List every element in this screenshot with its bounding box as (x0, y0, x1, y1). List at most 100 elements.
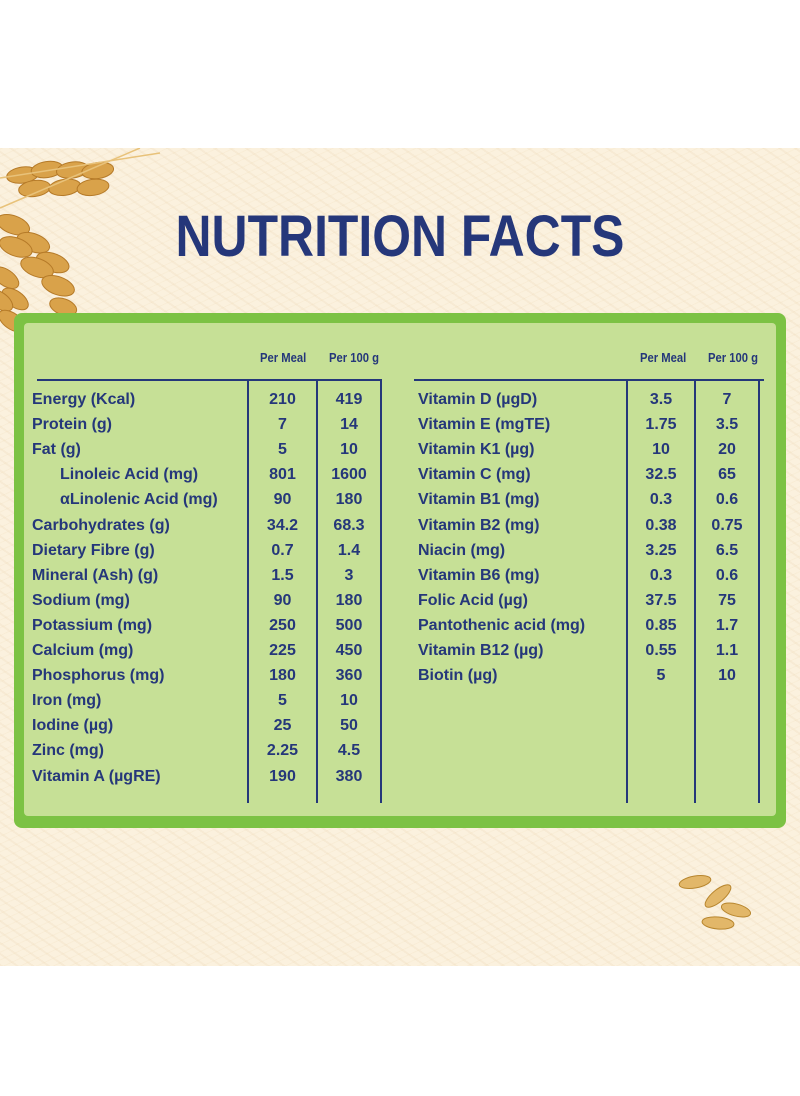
table-row: Vitamin C (mg) 32.5 65 (24, 466, 776, 491)
per-meal-value: 3.25 (645, 541, 677, 559)
table-row: Vitamin E (mgTE) 1.75 3.5 (24, 416, 776, 441)
per-meal-value: 0.55 (645, 642, 677, 659)
table-row: Carbohydrates (g) 34.2 68.3 (24, 517, 776, 542)
per-100g-value: 0.6 (715, 566, 739, 584)
grain-seeds-icon (678, 874, 752, 930)
nutrient-label: Zinc (mg) (32, 742, 104, 760)
per-meal-value: 5 (278, 692, 287, 710)
table-row: Pantothenic acid (mg) 0.85 1.7 (24, 617, 776, 642)
table-row: Niacin (mg) 3.25 6.5 (24, 542, 776, 567)
per-100g-value: 1.7 (715, 616, 739, 634)
per-100g-value: 1.4 (337, 541, 361, 559)
table-row: Calcium (mg) 225 450 (24, 642, 776, 667)
nutrient-label: αLinolenic Acid (mg) (60, 491, 218, 509)
left-header-per-100g: Per 100 g (329, 351, 380, 365)
table-row: Vitamin D (µgD) 3.5 7 (24, 391, 776, 416)
per-100g-value: 3.5 (715, 416, 739, 434)
nutrient-label: Vitamin B2 (mg) (418, 516, 540, 534)
right-divider-3 (758, 379, 760, 803)
table-row: Sodium (mg) 90 180 (24, 592, 776, 617)
per-meal-value: 2.25 (266, 742, 299, 760)
nutrient-label: Niacin (mg) (418, 541, 506, 559)
table-row: Vitamin K1 (µg) 10 20 (24, 441, 776, 466)
nutrient-label: Vitamin C (mg) (418, 466, 531, 484)
table-row: Energy (Kcal) 210 419 (24, 391, 776, 416)
per-meal-value: 0.38 (645, 516, 677, 534)
per-100g-value: 14 (340, 416, 358, 434)
nutrient-label: Sodium (mg) (32, 591, 130, 609)
per-100g-value: 1600 (331, 466, 367, 484)
per-100g-value: 7 (722, 391, 732, 408)
per-meal-value: 190 (269, 767, 296, 785)
per-meal-value: 90 (273, 491, 292, 509)
per-100g-value: 75 (718, 591, 736, 609)
per-meal-value: 1.75 (645, 416, 677, 434)
page-title: NUTRITION FACTS (175, 204, 625, 269)
nutrient-label: Iodine (µg) (32, 717, 114, 735)
per-meal-value: 250 (269, 616, 296, 634)
nutrient-label: Fat (g) (32, 441, 81, 459)
table-row: Phosphorus (mg) 180 360 (24, 667, 776, 692)
per-meal-value: 5 (278, 441, 287, 459)
per-100g-value: 360 (335, 667, 363, 685)
wheat-ears-icon (0, 148, 161, 333)
per-meal-value: 90 (273, 591, 292, 609)
table-row: Linoleic Acid (mg) 801 1600 (24, 466, 776, 491)
nutrient-label: Folic Acid (µg) (418, 591, 528, 609)
per-100g-value: 6.5 (715, 541, 739, 559)
table-row: Mineral (Ash) (g) 1.5 3 (24, 567, 776, 592)
nutrient-label: Biotin (µg) (418, 667, 498, 685)
right-header-per-100g: Per 100 g (708, 351, 759, 365)
per-meal-value: 7 (278, 416, 287, 434)
table-row: Vitamin B6 (mg) 0.3 0.6 (24, 567, 776, 592)
nutrient-label: Vitamin E (mgTE) (418, 416, 551, 434)
per-100g-value: 450 (335, 642, 363, 659)
per-100g-value: 419 (335, 391, 363, 408)
per-meal-value: 801 (269, 466, 296, 484)
table-row: Biotin (µg) 5 10 (24, 667, 776, 692)
per-meal-value: 32.5 (645, 466, 677, 484)
nutrient-label: Energy (Kcal) (32, 391, 136, 408)
right-header-rule (414, 379, 764, 381)
right-header-per-meal: Per Meal (640, 351, 687, 365)
table-row: Potassium (mg) 250 500 (24, 617, 776, 642)
per-meal-value: 180 (269, 667, 296, 685)
per-meal-value: 25 (273, 717, 292, 735)
per-meal-value: 34.2 (266, 516, 299, 534)
per-100g-value: 10 (718, 667, 736, 685)
per-meal-value: 10 (652, 441, 670, 459)
per-100g-value: 0.75 (711, 516, 743, 534)
left-divider-3 (380, 379, 382, 803)
table-row: Fat (g) 5 10 (24, 441, 776, 466)
table-row: Dietary Fibre (g) 0.7 1.4 (24, 542, 776, 567)
nutrient-label: Vitamin K1 (µg) (418, 441, 535, 459)
per-meal-value: 37.5 (645, 591, 677, 609)
table-row: Protein (g) 7 14 (24, 416, 776, 441)
per-100g-value: 50 (340, 717, 358, 735)
table-row: Vitamin B1 (mg) 0.3 0.6 (24, 491, 776, 516)
nutrient-label: Vitamin B1 (mg) (418, 491, 540, 509)
right-divider-1 (626, 379, 628, 803)
nutrient-label: Vitamin B12 (µg) (418, 642, 544, 659)
per-meal-value: 0.85 (645, 616, 677, 634)
per-meal-value: 3.5 (649, 391, 673, 408)
table-row: Vitamin B12 (µg) 0.55 1.1 (24, 642, 776, 667)
nutrient-label: Potassium (mg) (32, 616, 153, 634)
per-100g-value: 10 (340, 692, 358, 710)
table-row: Vitamin A (µgRE) 190 380 (24, 768, 776, 793)
per-100g-value: 180 (335, 491, 363, 509)
table-row: Iron (mg) 5 10 (24, 692, 776, 717)
per-meal-value: 210 (269, 391, 296, 408)
per-meal-value: 5 (656, 667, 666, 685)
nutrient-label: Protein (g) (32, 416, 112, 434)
nutrient-label: Calcium (mg) (32, 642, 134, 659)
per-meal-value: 0.7 (271, 541, 294, 559)
per-100g-value: 180 (335, 591, 363, 609)
per-100g-value: 65 (718, 466, 736, 484)
nutrient-label: Vitamin B6 (mg) (418, 566, 540, 584)
nutrient-label: Dietary Fibre (g) (32, 541, 155, 559)
per-100g-value: 380 (335, 767, 363, 785)
per-meal-value: 0.3 (649, 566, 673, 584)
table-row: Vitamin B2 (mg) 0.38 0.75 (24, 517, 776, 542)
per-100g-value: 3 (344, 566, 354, 584)
